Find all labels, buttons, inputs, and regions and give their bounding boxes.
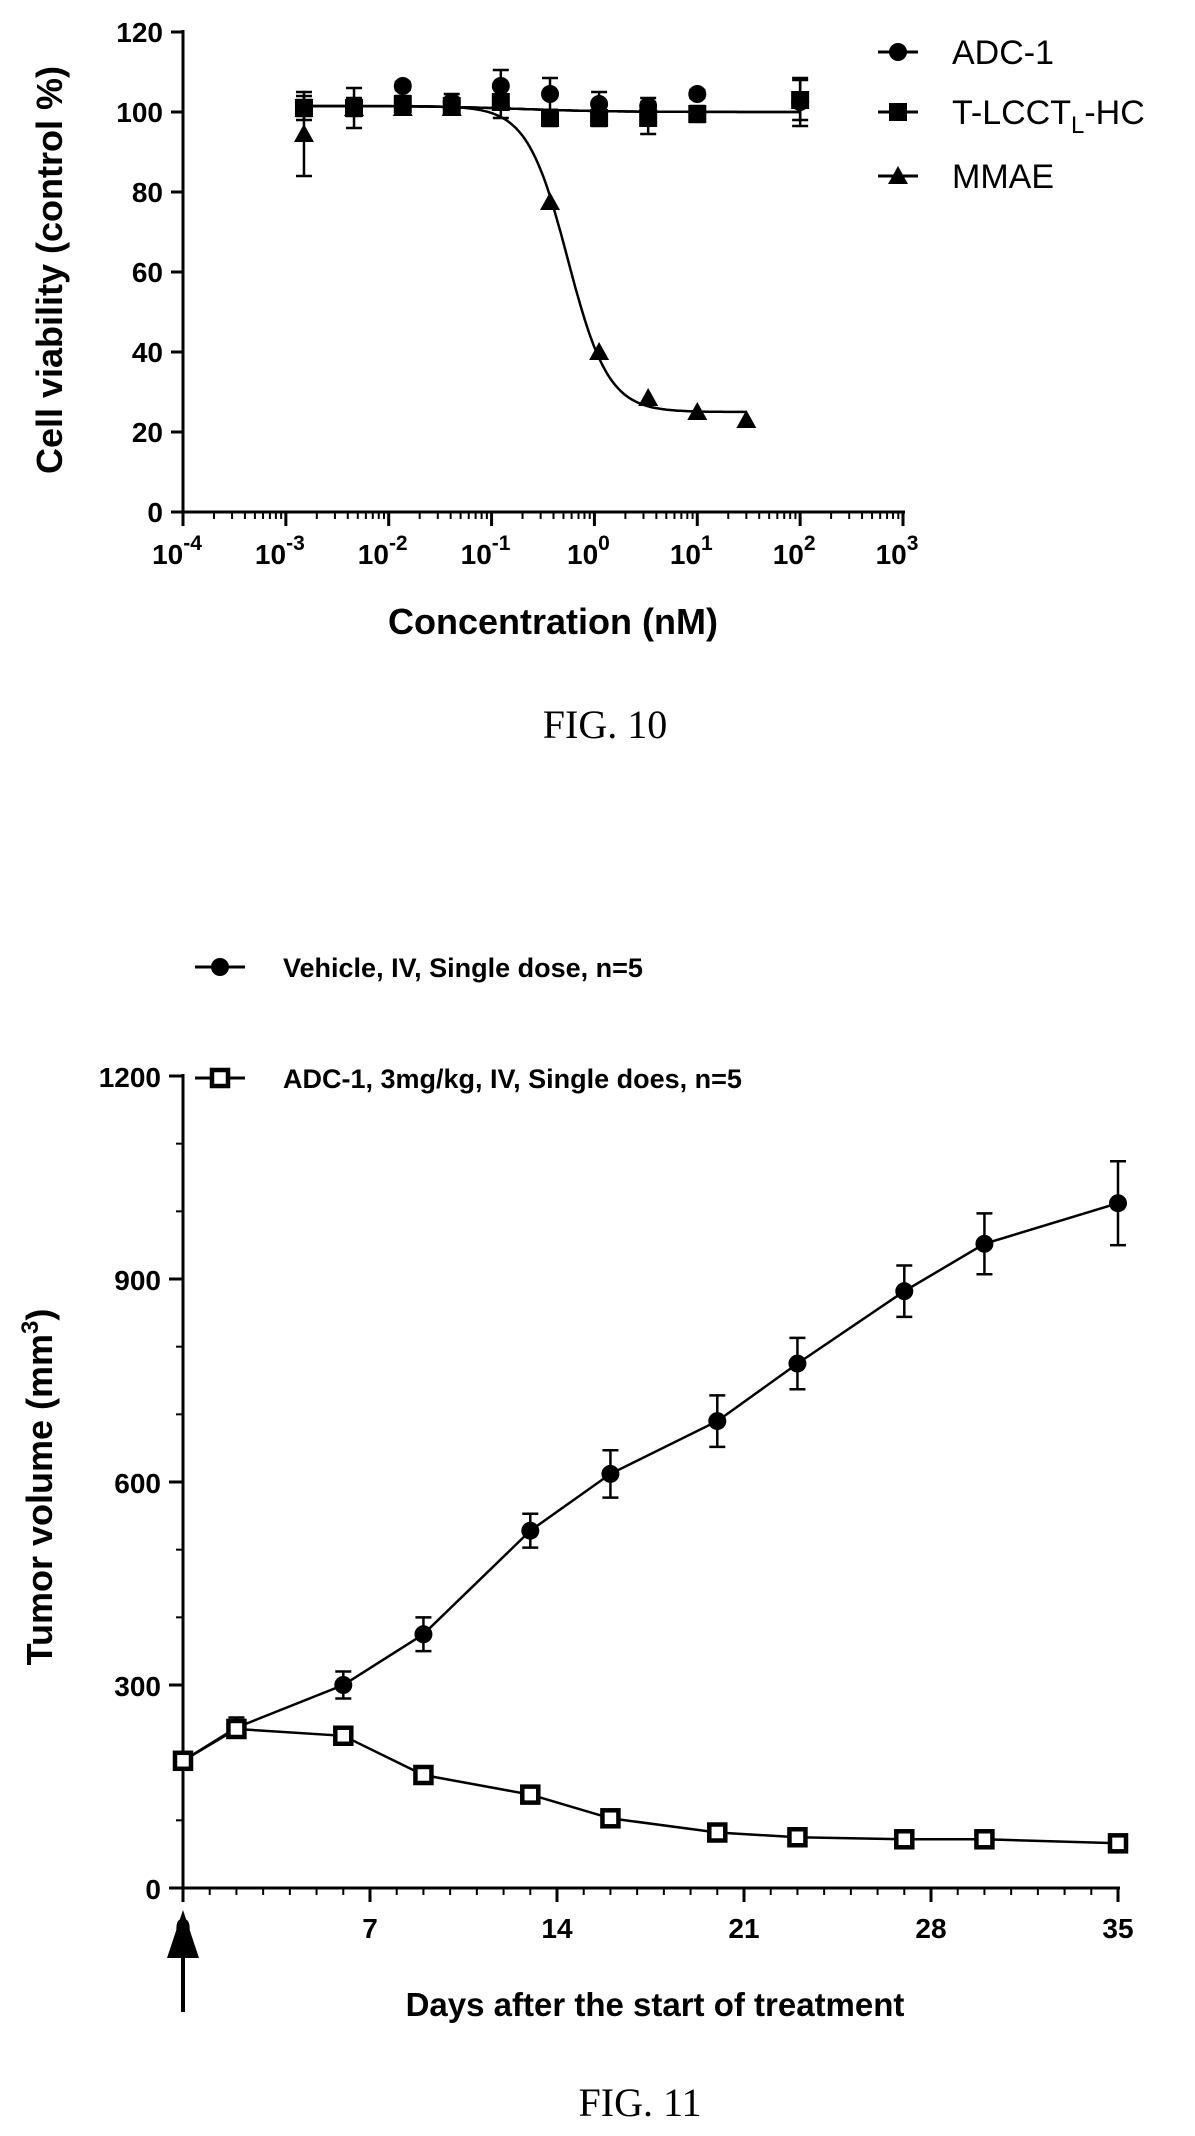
fig11-data-point-1: [707, 1822, 728, 1843]
fig11-y-tick-label: 1200: [99, 1062, 161, 1093]
fig10-caption: FIG. 10: [543, 702, 667, 747]
fig11-data-point-1: [520, 1784, 541, 1805]
fig10-data-point-1: [688, 105, 707, 123]
fig10-data-point-1: [791, 91, 810, 109]
fig11-data-point-1: [600, 1808, 621, 1829]
fig11-legend-label: Vehicle, IV, Single dose, n=5: [283, 953, 643, 983]
fig10-x-tick-label: 102: [773, 532, 816, 570]
fig11-series-line-0: [182, 1202, 1119, 1762]
fig10-data-point-2: [293, 124, 314, 142]
fig10-data-point-2: [638, 388, 659, 406]
fig10-x-tick-label: 10-2: [358, 532, 408, 570]
fig10-data-point-0: [688, 85, 707, 103]
fig11-data-point-0: [334, 1676, 353, 1694]
fig10-data-point-1: [639, 109, 658, 127]
fig11-data-point-1: [1107, 1833, 1129, 1854]
fig10-x-tick-label: 100: [567, 532, 610, 570]
fig11-caption: FIG. 11: [579, 2080, 702, 2125]
fig10-data-point-1: [541, 109, 560, 127]
fig10-y-tick-label: 120: [116, 17, 163, 48]
fig10-x-tick-label: 10-1: [461, 532, 511, 570]
fig11-legend-marker: [211, 958, 229, 976]
fig11-x-tick-label: 28: [915, 1913, 946, 1944]
fig10-data-point-0: [590, 95, 609, 113]
fig11-y-axis-label: Tumor volume (mm3): [17, 1309, 60, 1666]
fig10-x-axis-label: Concentration (nM): [388, 601, 718, 642]
fig10-fit-curve-2: [304, 104, 747, 414]
fig10-y-tick-label: 20: [132, 417, 163, 448]
fig10-legend-marker: [889, 43, 907, 61]
fig11-x-tick-label: 14: [541, 1913, 573, 1944]
fig11-arrow-head: [167, 1910, 199, 1958]
fig11-y-axis-label-superscript: 3: [17, 1321, 44, 1334]
fig11-data-point-1: [974, 1829, 995, 1850]
fig10-data-point-2: [441, 98, 462, 116]
fig11-x-tick-label: 35: [1102, 1913, 1133, 1944]
fig11-data-point-1: [787, 1827, 808, 1848]
fig10-legend-marker: [888, 166, 908, 184]
fig11-data-point-0: [601, 1464, 620, 1483]
fig11-data-point-0: [1109, 1194, 1127, 1213]
fig10-x-tick-label: 101: [670, 532, 713, 570]
fig10-y-axis-label: Cell viability (control %): [29, 66, 70, 474]
fig10-y-tick-label: 80: [132, 177, 163, 208]
fig10-data-point-1: [590, 109, 609, 127]
fig11-data-point-0: [895, 1282, 914, 1301]
fig10-data-point-2: [344, 98, 365, 116]
fig11-data-point-0: [708, 1412, 727, 1431]
fig10-y-tick-label: 60: [132, 257, 163, 288]
fig10-data-point-2: [490, 90, 511, 108]
fig11-x-tick-label: 7: [362, 1913, 378, 1944]
fig10-data-point-2: [687, 402, 708, 420]
fig11-data-point-0: [414, 1625, 433, 1644]
fig11-series-line-1: [182, 1727, 1119, 1845]
fig10-y-tick-label: 0: [147, 497, 163, 528]
fig10-y-tick-label: 100: [116, 97, 163, 128]
fig10-legend-label: ADC-1: [952, 34, 1054, 72]
fig11-data-point-1: [172, 1750, 194, 1772]
fig11-data-point-1: [226, 1718, 247, 1740]
fig11-legend-label: ADC-1, 3mg/kg, IV, Single does, n=5: [283, 1064, 742, 1094]
fig11-x-axis-label: Days after the start of treatment: [406, 1986, 905, 2023]
fig10-x-tick-label: 10-4: [152, 532, 202, 570]
fig11-y-tick-label: 0: [145, 1874, 161, 1905]
fig11-axes: 030060090012000714212835: [99, 1062, 1134, 1944]
fig11-legend: Vehicle, IV, Single dose, n=5 ADC-1, 3mg/…: [195, 953, 742, 1094]
fig10-chart: 0 20 40 60 80 100 120 10-4 10-3 10-2 10-1 100 101 102…: [29, 17, 1145, 747]
fig11-chart: Vehicle, IV, Single dose, n=5 ADC-1, 3mg/…: [17, 953, 1134, 2125]
fig11-data-point-0: [788, 1354, 807, 1373]
fig11-data-marks: [172, 1160, 1129, 1854]
fig11-data-point-1: [894, 1829, 915, 1850]
fig10-data-point-0: [541, 85, 560, 103]
fig10-legend-marker: [889, 103, 907, 121]
fig11-data-point-0: [975, 1234, 994, 1253]
fig11-y-tick-label: 900: [114, 1265, 161, 1296]
fig10-legend-label: T-LCCTL-HC: [952, 94, 1145, 139]
fig11-data-point-0: [521, 1521, 540, 1540]
fig10-data-point-2: [540, 192, 561, 210]
fig10-y-tick-label: 40: [132, 337, 163, 368]
fig11-x-tick-label: 21: [728, 1913, 759, 1944]
fig10-legend: ADC-1 T-LCCTL-HC MMAE: [878, 34, 1145, 196]
fig10-data-point-2: [736, 410, 757, 428]
fig11-data-point-1: [333, 1725, 354, 1746]
fig11-legend-marker: [209, 1067, 231, 1089]
fig10-data-point-2: [589, 342, 610, 360]
fig10-axes: 0 20 40 60 80 100 120 10-4 10-3 10-2 10-1 100 101 102…: [116, 17, 918, 570]
fig10-data-point-0: [393, 77, 412, 95]
fig11-dosing-arrow-annotation: [167, 1910, 199, 2012]
fig10-legend-label: MMAE: [952, 158, 1054, 196]
fig11-y-tick-label: 300: [114, 1671, 161, 1702]
fig10-data-marks: [293, 68, 810, 428]
fig10-data-point-2: [392, 98, 413, 116]
fig10-x-tick-label: 10-3: [255, 532, 305, 570]
fig11-y-tick-label: 600: [114, 1468, 161, 1499]
fig11-data-point-1: [413, 1764, 434, 1786]
fig10-x-tick-label: 103: [876, 532, 919, 570]
